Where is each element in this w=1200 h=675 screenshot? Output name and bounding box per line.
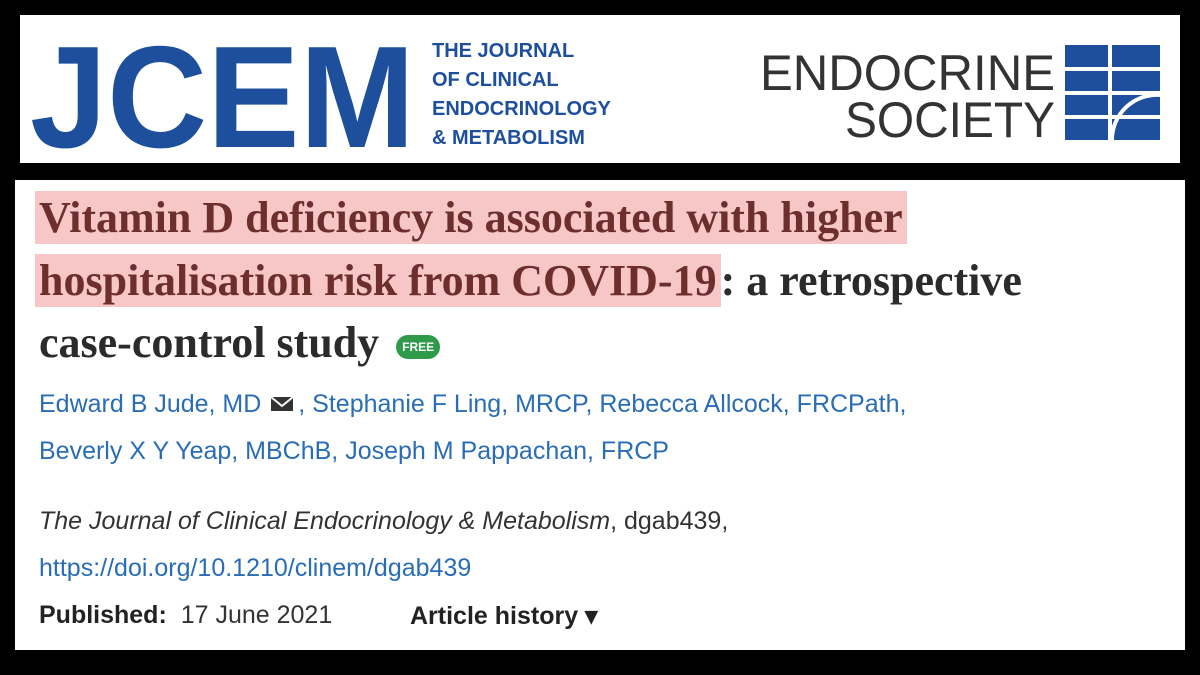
published-label: Published: (39, 601, 167, 629)
free-badge: FREE (396, 334, 441, 359)
journal-line: OF CLINICAL (432, 69, 559, 91)
author-link[interactable]: , Stephanie F Ling, MRCP, Rebecca Allcoc… (298, 390, 907, 418)
header-panel: JCEM THE JOURNAL OF CLINICAL ENDOCRINOLO… (20, 15, 1180, 163)
article-panel: Vitamin D deficiency is associated with … (15, 180, 1185, 650)
author-link[interactable]: Beverly X Y Yeap, MBChB, Joseph M Pappac… (39, 437, 669, 465)
mail-icon[interactable] (270, 395, 296, 413)
journal-name: The Journal of Clinical Endocrinology & … (39, 507, 611, 535)
journal-line: & METABOLISM (432, 127, 585, 149)
society-line: SOCIETY (845, 92, 1055, 148)
society-icon (1065, 45, 1161, 141)
doi-link[interactable]: https://doi.org/10.1210/clinem/dgab439 (39, 554, 472, 582)
published-date: 17 June 2021 (180, 601, 333, 629)
author-link[interactable]: Edward B Jude, MD (39, 390, 262, 418)
society-line: ENDOCRINE (760, 45, 1055, 101)
title-text: case-control study (39, 318, 380, 367)
journal-line: THE JOURNAL (432, 40, 574, 62)
logo: JCEM (30, 16, 415, 163)
title-text: : a retrospective (720, 256, 1022, 305)
journal-line: ENDOCRINOLOGY (432, 98, 612, 120)
header-logos: JCEM THE JOURNAL OF CLINICAL ENDOCRINOLO… (30, 16, 1161, 163)
title-highlight: Vitamin D deficiency is associated with … (35, 191, 907, 244)
article-id: , dgab439, (610, 507, 729, 535)
article-history[interactable]: Article history ▾ (410, 602, 598, 630)
title-highlight: hospitalisation risk from COVID-19 (35, 254, 721, 307)
